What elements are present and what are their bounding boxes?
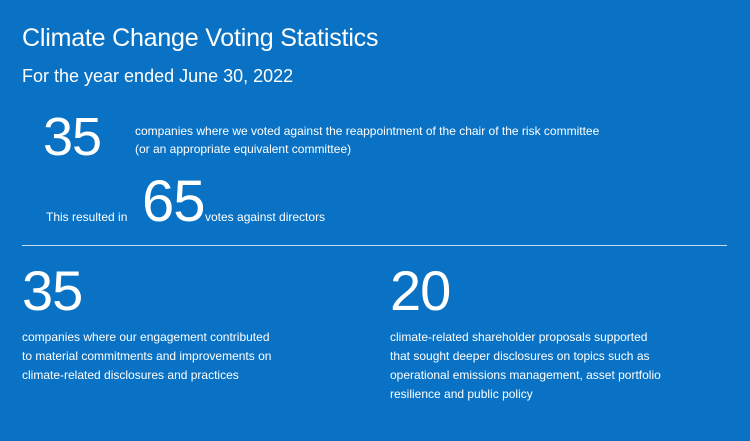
- description-line: to material commitments and improvements…: [22, 349, 272, 363]
- description-line: climate-related disclosures and practice…: [22, 368, 239, 382]
- stat-votes-prefix: This resulted in: [46, 210, 128, 224]
- section-divider: [22, 245, 727, 246]
- stat-proposals-description: climate-related shareholder proposals su…: [390, 328, 661, 404]
- description-line: companies where we voted against the rea…: [135, 124, 600, 138]
- description-line: that sought deeper disclosures on topics…: [390, 349, 650, 363]
- stat-votes-value: 65: [142, 169, 206, 234]
- page-title: Climate Change Voting Statistics: [22, 24, 379, 52]
- stat-engagement-description: companies where our engagement contribut…: [22, 328, 271, 385]
- stat-engagement-value: 35: [22, 259, 83, 322]
- stat-votes-suffix: votes against directors: [205, 210, 326, 224]
- description-line: companies where our engagement contribut…: [22, 330, 270, 344]
- page-subtitle: For the year ended June 30, 2022: [22, 66, 294, 86]
- description-line: operational emissions management, asset …: [390, 368, 661, 382]
- stat-risk-chair-value: 35: [43, 107, 102, 167]
- description-line: resilience and public policy: [390, 387, 533, 401]
- stat-risk-chair-description: companies where we voted against the rea…: [135, 122, 599, 158]
- description-line: (or an appropriate equivalent committee): [135, 142, 352, 156]
- description-line: climate-related shareholder proposals su…: [390, 330, 648, 344]
- stat-proposals-value: 20: [390, 259, 451, 322]
